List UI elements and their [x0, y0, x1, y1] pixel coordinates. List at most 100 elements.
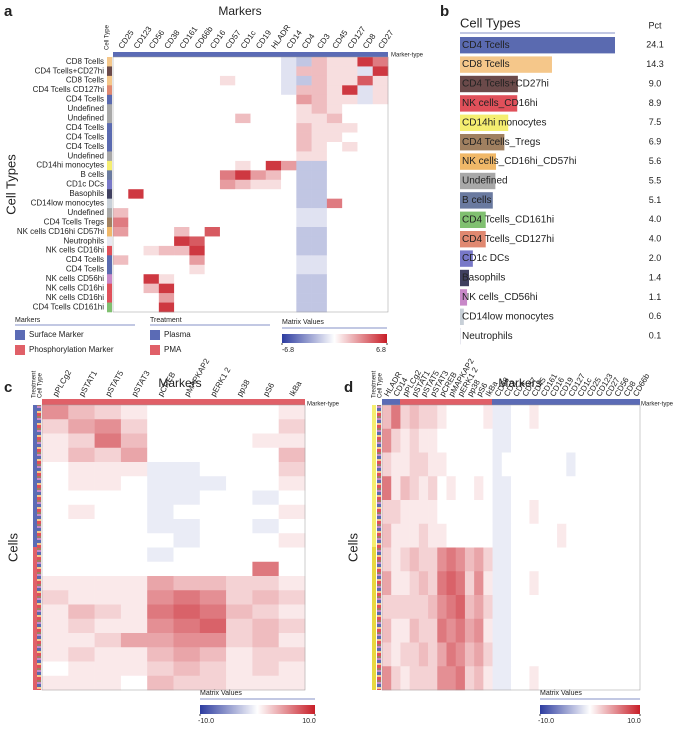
heatmap-cell — [437, 452, 447, 477]
heatmap-cell — [189, 255, 205, 266]
heatmap-cell — [199, 447, 227, 463]
heatmap-cell — [326, 113, 343, 124]
heatmap-cell — [204, 255, 221, 266]
bar-label: CD14low monocytes — [462, 311, 554, 322]
heatmap-cell — [311, 57, 328, 67]
heatmap-cell — [113, 274, 129, 284]
heatmap-cell — [204, 85, 221, 96]
heatmap-cell — [538, 452, 549, 477]
heatmap-cell — [281, 198, 297, 209]
heatmap-cell — [342, 104, 358, 114]
bar — [460, 269, 470, 287]
heatmap-cell — [311, 66, 328, 77]
heatmap-cell — [204, 113, 221, 124]
heatmap-cell — [455, 642, 466, 667]
side-label: Treatment — [32, 371, 38, 398]
heatmap-cell — [219, 283, 236, 294]
heatmap-cell — [173, 661, 201, 677]
heatmap-cell — [158, 264, 175, 275]
heatmap-cell — [113, 255, 129, 266]
heatmap-cell — [265, 142, 282, 152]
heatmap-cell — [474, 571, 484, 596]
heatmap-cell — [446, 452, 457, 477]
heatmap-cell — [278, 519, 306, 534]
row-label: CD4 Tcells CD127hi — [33, 85, 105, 94]
heatmap-cell — [372, 255, 389, 266]
heatmap-cell — [326, 179, 343, 190]
heatmap-cell — [204, 217, 221, 228]
heatmap-cell — [68, 533, 95, 548]
heatmap-cell — [584, 571, 595, 596]
heatmap-cell — [342, 217, 358, 228]
heatmap-cell — [575, 452, 586, 477]
heatmap-cell — [311, 293, 328, 303]
heatmap-cell — [128, 283, 144, 294]
heatmap-cell — [128, 94, 144, 105]
heatmap-cell — [278, 533, 306, 548]
bar — [460, 153, 497, 170]
heatmap-cell — [418, 523, 429, 548]
heatmap-cell — [143, 160, 160, 171]
heatmap-cell — [252, 561, 279, 577]
heatmap-cell — [437, 428, 447, 453]
heatmap-cell — [557, 595, 567, 620]
heatmap-cell — [483, 595, 493, 620]
heatmap-cell — [128, 160, 144, 171]
heatmap-cell — [219, 104, 236, 114]
heatmap-cell — [128, 170, 144, 181]
heatmap-cell — [278, 661, 306, 677]
heatmap-cell — [357, 104, 374, 114]
heatmap-cell — [342, 85, 358, 96]
heatmap-cell — [296, 208, 312, 218]
heatmap-cell — [250, 283, 267, 294]
heatmap-cell — [226, 447, 253, 463]
heatmap-cell — [120, 476, 148, 491]
heatmap-cell — [250, 132, 267, 143]
heatmap-cell — [143, 123, 160, 133]
heatmap-cell — [128, 66, 144, 77]
heatmap-cell — [418, 595, 429, 620]
heatmap-cell — [296, 142, 312, 152]
heatmap-cell — [235, 198, 251, 209]
heatmap-cell — [612, 405, 622, 430]
heatmap-cell — [278, 447, 306, 463]
heatmap-cell — [584, 405, 595, 430]
heatmap-cell — [174, 302, 190, 313]
value-label: 2.0 — [649, 253, 662, 263]
heatmap-cell — [492, 666, 503, 691]
heatmap-cell — [326, 189, 343, 199]
side-label: Cell Type — [105, 24, 111, 50]
heatmap-cell — [42, 576, 69, 591]
heatmap-cell — [296, 123, 312, 133]
heatmap-cell — [357, 293, 374, 303]
heatmap-frame — [112, 56, 389, 313]
heatmap-cell — [252, 504, 279, 520]
heatmap-cell — [464, 618, 475, 643]
heatmap-cell — [593, 618, 604, 643]
heatmap-cell — [226, 504, 253, 520]
heatmap-cell — [296, 283, 312, 294]
heatmap-cell — [520, 642, 530, 667]
heatmap-cell — [474, 428, 484, 453]
heatmap-cell — [173, 618, 201, 634]
heatmap-cell — [575, 476, 586, 501]
heatmap-cell — [235, 75, 251, 86]
heatmap-cell — [120, 447, 148, 463]
heatmap-cell — [483, 642, 493, 667]
heatmap-cell — [603, 476, 613, 501]
heatmap-cell — [520, 428, 530, 453]
marker-type-label: Marker-type — [641, 402, 674, 408]
heatmap-cell — [174, 227, 190, 237]
heatmap-cell — [113, 170, 129, 181]
heatmap-cell — [400, 405, 410, 430]
heatmap-cell — [143, 75, 160, 86]
heatmap-cell — [199, 675, 227, 691]
chart-title: Markers — [498, 376, 541, 390]
treatment-bar — [372, 547, 376, 690]
row-label: NK cells CD16hi — [46, 293, 104, 302]
heatmap-cell — [278, 490, 306, 506]
heatmap-cell — [372, 94, 389, 105]
heatmap-cell — [520, 595, 530, 620]
row-label: Undefined — [68, 208, 104, 217]
heatmap-cell — [446, 523, 457, 548]
